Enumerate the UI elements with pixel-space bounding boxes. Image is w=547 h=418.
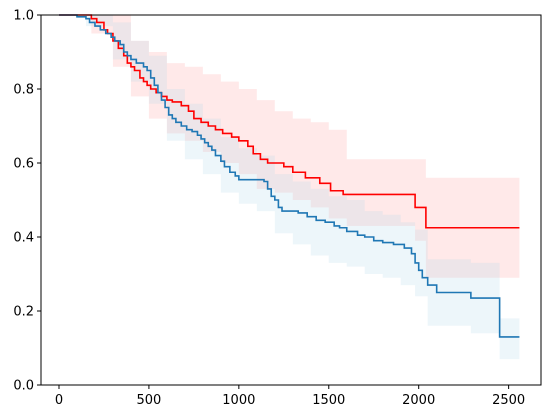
x-tick-label: 2500 (492, 393, 525, 408)
survival-curves (58, 14, 520, 338)
x-tick-label: 1000 (222, 393, 255, 408)
y-axis: 0.0 0.2 0.4 0.6 0.8 1.0 (13, 9, 41, 394)
plot-frame (40, 14, 542, 386)
confidence-band-2 (58, 15, 520, 360)
y-tick-label: 0.2 (13, 305, 34, 320)
x-axis: 0 500 1000 1500 2000 2500 (55, 385, 525, 408)
y-tick-label: 0.6 (13, 157, 34, 172)
y-tick-label: 1.0 (13, 9, 34, 24)
confidence-bands (58, 15, 520, 360)
survival-curve-2 (58, 14, 520, 338)
y-tick-label: 0.0 (13, 379, 34, 394)
x-tick-label: 1500 (312, 393, 345, 408)
confidence-band-1 (58, 15, 520, 278)
y-tick-label: 0.4 (13, 231, 34, 246)
x-tick-label: 500 (136, 393, 161, 408)
x-tick-label: 0 (55, 393, 63, 408)
x-tick-label: 2000 (402, 393, 435, 408)
y-tick-label: 0.8 (13, 83, 34, 98)
